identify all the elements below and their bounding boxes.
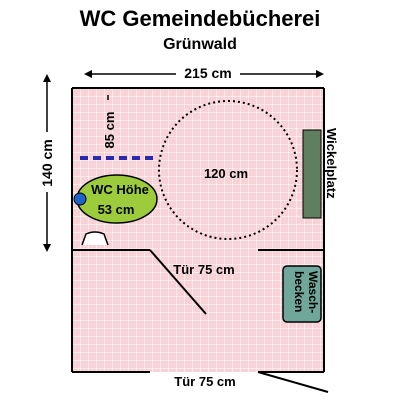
outer-door-label: Tür 75 cm: [174, 374, 235, 389]
floor-tiles: [72, 88, 324, 372]
changing-table: [302, 129, 322, 219]
width-dimension: 215 cm: [184, 65, 231, 81]
wash-basin: [282, 265, 322, 323]
grab-bar-dimension: 85 cm: [102, 112, 117, 149]
inner-door-leaf: [149, 249, 207, 315]
page-title: WC Gemeindebücherei: [79, 6, 321, 31]
inner-door-label: Tür 75 cm: [173, 262, 234, 277]
outer-door-leaf: [257, 371, 329, 393]
wash-basin-label-line1: Wasch-: [306, 271, 320, 313]
changing-table-label: Wickelplatz: [324, 128, 339, 199]
wc-height-label-line1: WC Höhe: [91, 182, 149, 197]
wc-height-label-line2: 53 cm: [98, 202, 135, 217]
walls: [71, 87, 325, 373]
page-subtitle: Grünwald: [163, 36, 237, 53]
wc-marker-icon: [73, 192, 87, 206]
turning-circle-label: 120 cm: [204, 166, 248, 181]
turning-circle: [158, 100, 298, 240]
wash-basin-label-line2: becken: [292, 271, 306, 312]
depth-dimension: 140 cm: [39, 139, 55, 186]
small-sink: [81, 231, 109, 246]
